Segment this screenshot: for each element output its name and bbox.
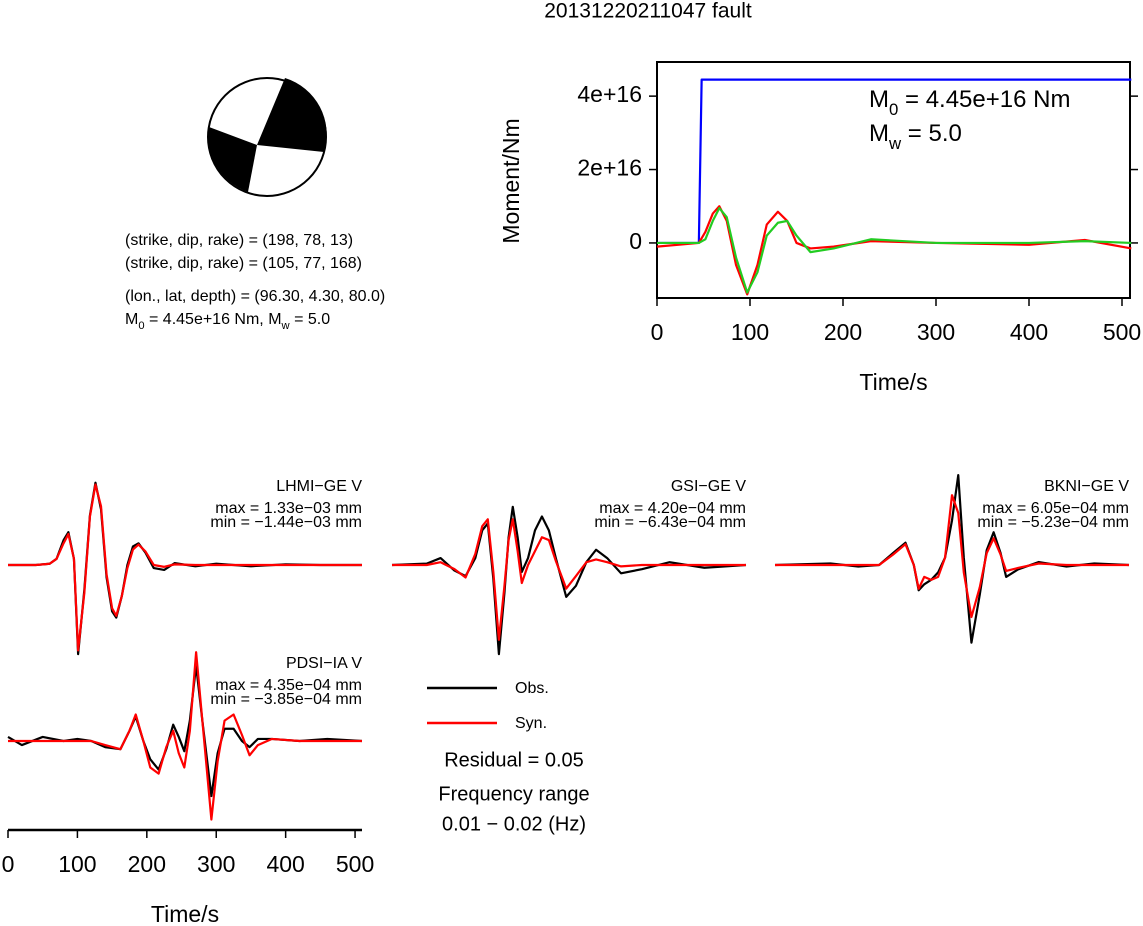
max-label: max = 1.33e−03 mm	[215, 500, 362, 517]
plot-frame	[656, 61, 1131, 299]
nodal-plane-2: (strike, dip, rake) = (105, 77, 168)	[125, 255, 362, 272]
min-label: min = −6.43e−04 mm	[594, 514, 746, 531]
frequency-range: 0.01 − 0.02 (Hz)	[442, 813, 586, 835]
station-label: PDSI−IA V	[286, 655, 362, 672]
x-axis-label: Time/s	[859, 369, 927, 395]
series-line	[8, 483, 362, 652]
x-tick-label: 500	[336, 851, 374, 877]
residual: Residual = 0.05	[444, 749, 584, 771]
frequency-range: Frequency range	[438, 783, 589, 805]
annotation: M0 = 4.45e+16 Nm	[869, 86, 1070, 119]
max-label: max = 6.05e−04 mm	[982, 500, 1129, 517]
text-part: M	[869, 86, 889, 113]
min-label: min = −1.44e−03 mm	[210, 514, 362, 531]
y-tick-label: 4e+16	[577, 81, 642, 107]
x-tick-label: 300	[917, 319, 955, 345]
x-tick-label: 300	[197, 851, 235, 877]
series-line	[775, 494, 1129, 619]
nodal-plane-1: (strike, dip, rake) = (198, 78, 13)	[125, 232, 353, 249]
series-line	[391, 505, 747, 656]
x-tick-label: 400	[266, 851, 304, 877]
max-label: max = 4.35e−04 mm	[215, 677, 362, 694]
text-part: M	[125, 311, 138, 328]
x-tick-label: 0	[2, 851, 15, 877]
beachball	[207, 77, 327, 197]
series-line	[8, 651, 362, 821]
x-tick-label: 100	[731, 319, 769, 345]
x-tick-label: 200	[824, 319, 862, 345]
station-label: GSI−GE V	[671, 478, 746, 495]
station-label: BKNI−GE V	[1044, 478, 1129, 495]
series-line	[657, 206, 1132, 294]
subscript: 0	[889, 100, 898, 119]
min-label: min = −5.23e−04 mm	[977, 514, 1129, 531]
station-label: LHMI−GE V	[276, 478, 362, 495]
text-part: M	[869, 120, 889, 147]
chart: 0 100 200 300 400 500 Time/s PDSI−IA V max = 4.3…	[2, 651, 374, 926]
text-part: = 4.45e+16 Nm	[898, 86, 1070, 113]
subscript: 0	[138, 320, 144, 332]
moment-line: M0 = 4.45e+16 Nm, Mw = 5.0	[125, 311, 330, 332]
x-tick-label: 0	[651, 319, 664, 345]
figure-title: 20131220211047 fault	[544, 0, 752, 23]
min-label: min = −3.85e−04 mm	[210, 691, 362, 708]
text-part: = 5.0	[901, 120, 962, 147]
text-part: = 4.45e+16 Nm, M	[145, 311, 282, 328]
series-line	[774, 474, 1130, 644]
legend-label: Obs.	[515, 680, 549, 697]
x-tick-label: 500	[1103, 319, 1141, 345]
series-line	[392, 518, 746, 641]
x-tick-label: 400	[1010, 319, 1048, 345]
x-axis-label: Time/s	[151, 901, 219, 926]
y-tick-label: 0	[629, 228, 642, 254]
x-tick-label: 100	[58, 851, 96, 877]
subscript: w	[888, 134, 902, 153]
location: (lon., lat, depth) = (96.30, 4.30, 80.0)	[125, 288, 385, 305]
text-part: = 5.0	[290, 311, 331, 328]
annotation: Mw = 5.0	[869, 120, 962, 153]
y-axis-label: Moment/Nm	[498, 118, 524, 243]
x-tick-label: 200	[128, 851, 166, 877]
y-tick-label: 2e+16	[577, 155, 642, 181]
legend-label: Syn.	[515, 715, 547, 732]
max-label: max = 4.20e−04 mm	[599, 500, 746, 517]
subscript: w	[281, 320, 291, 332]
